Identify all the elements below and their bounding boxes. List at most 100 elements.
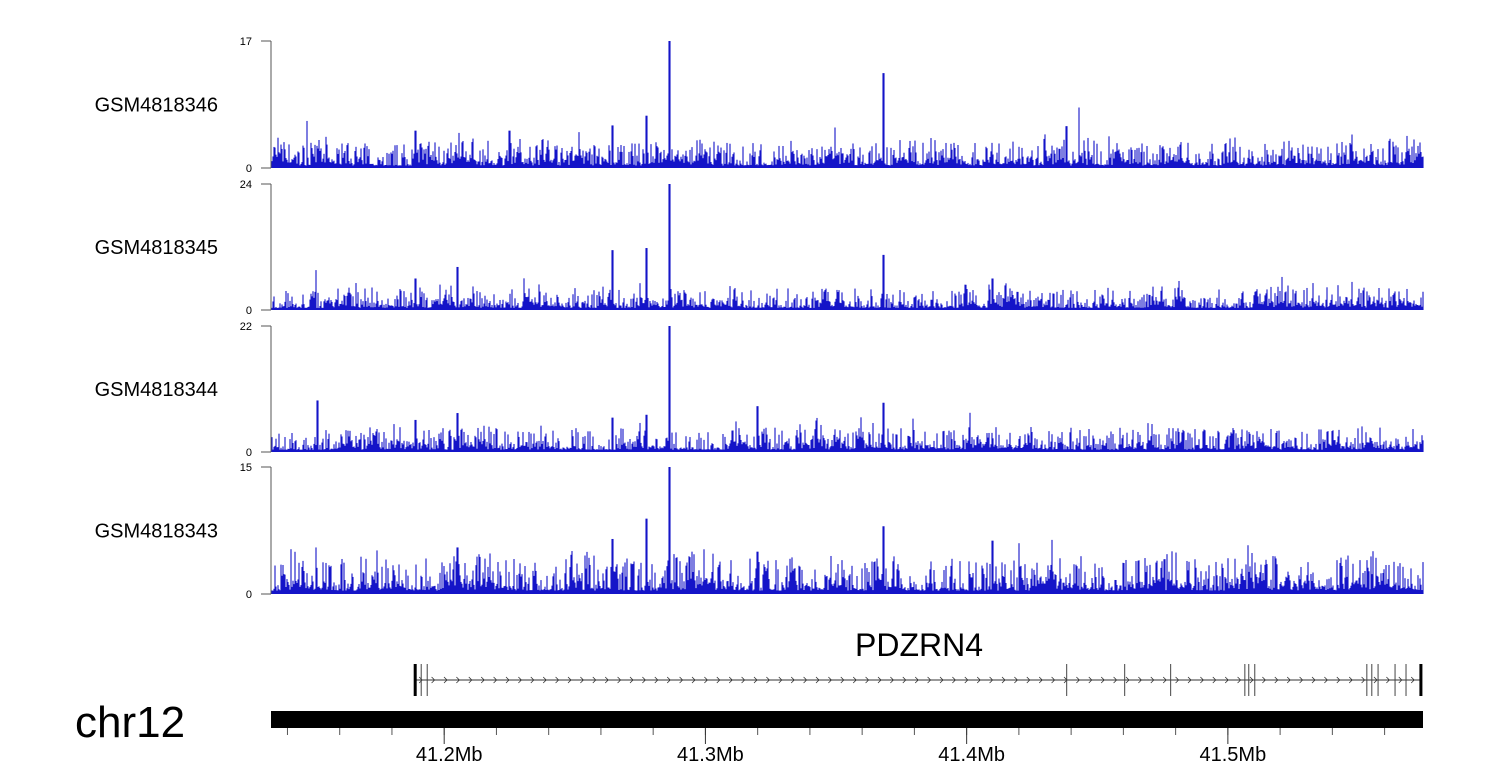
strand-arrow-icon [431,676,436,684]
y-tick-label: 15 [240,462,252,474]
y-tick-label: 0 [246,447,252,459]
strand-arrow-icon [617,676,622,684]
strand-arrow-icon [1262,676,1266,684]
strand-arrow-icon [691,676,696,684]
strand-arrow-icon [592,676,597,684]
strand-arrow-icon [716,676,721,684]
strand-arrow-icon [679,676,684,684]
strand-arrow-icon [1336,676,1341,684]
exon [413,664,417,696]
strand-arrow-icon [1237,676,1242,684]
strand-arrow-icon [654,676,659,684]
exon [420,664,422,696]
strand-arrow-icon [1348,676,1353,684]
y-tick-label: 22 [240,321,252,333]
strand-arrow-icon [1373,676,1378,684]
gene-track: PDZRN4 [413,627,1423,696]
strand-arrow-icon [914,676,919,684]
y-tick-label: 0 [246,589,252,601]
strand-arrow-icon [642,676,646,684]
x-tick-label: 41.4Mb [938,744,1005,766]
exon [1394,664,1396,696]
exon [1066,664,1068,696]
exon [1366,664,1368,696]
strand-arrow-icon [518,676,522,684]
strand-arrow-icon [1200,676,1204,684]
strand-arrow-icon [1249,676,1254,684]
exon [1170,664,1172,696]
track-label: GSM4818346 [95,95,218,117]
strand-arrow-icon [704,676,708,684]
strand-arrow-icon [1150,676,1155,684]
exon [1371,664,1373,696]
strand-arrow-icon [1051,676,1056,684]
strand-arrow-icon [890,676,894,684]
strand-arrow-icon [1410,676,1415,684]
strand-arrow-icon [1162,676,1167,684]
strand-arrow-icon [1026,676,1031,684]
strand-arrow-icon [629,676,634,684]
strand-arrow-icon [790,676,795,684]
strand-arrow-icon [1187,676,1192,684]
strand-arrow-icon [828,676,832,684]
strand-arrow-icon [1014,676,1018,684]
y-tick-label: 17 [240,36,252,48]
exon [1405,664,1407,696]
strand-arrow-icon [741,676,746,684]
strand-arrow-icon [778,676,783,684]
strand-arrow-icon [865,676,870,684]
exon [1124,664,1126,696]
strand-arrow-icon [1138,676,1142,684]
track-label: GSM4818345 [95,237,218,259]
strand-arrow-icon [530,676,535,684]
track-GSM4818343: GSM4818343 15 0 [95,462,1424,601]
strand-arrow-icon [1212,676,1217,684]
strand-arrow-icon [1100,676,1105,684]
exon [1244,664,1246,696]
strand-arrow-icon [418,676,423,684]
strand-arrow-icon [1113,676,1118,684]
chromosome-ideogram: chr12 [75,698,1423,747]
exon [1254,664,1256,696]
y-tick-label: 0 [246,163,252,175]
strand-arrow-icon [815,676,820,684]
strand-arrow-icon [1311,676,1316,684]
strand-arrow-icon [505,676,510,684]
x-tick-label: 41.2Mb [416,744,483,766]
y-tick-label: 0 [246,305,252,317]
strand-arrow-icon [902,676,907,684]
strand-arrow-icon [456,676,460,684]
strand-arrow-icon [989,676,994,684]
strand-arrow-icon [803,676,808,684]
strand-arrow-icon [1274,676,1279,684]
strand-arrow-icon [852,676,857,684]
strand-arrow-icon [1076,676,1080,684]
strand-arrow-icon [976,676,981,684]
genome-axis: 41.2Mb 41.3Mb 41.4Mb 41.5Mb [286,728,1386,766]
exon [1377,664,1379,696]
track-GSM4818346: GSM4818346 17 0 [95,36,1424,175]
strand-arrow-icon [1088,676,1093,684]
strand-arrow-icon [580,676,584,684]
strand-arrow-icon [927,676,932,684]
exon [1419,664,1423,696]
strand-arrow-icon [1398,676,1403,684]
strand-arrow-icon [1001,676,1006,684]
track-label: GSM4818344 [95,379,218,401]
strand-arrow-icon [1386,676,1390,684]
strand-arrow-icon [1175,676,1180,684]
x-tick-label: 41.5Mb [1200,744,1267,766]
strand-arrow-icon [939,676,944,684]
strand-arrow-icon [468,676,473,684]
strand-arrow-icon [728,676,733,684]
strand-arrow-icon [666,676,671,684]
track-GSM4818344: GSM4818344 22 0 [95,321,1424,459]
strand-arrow-icon [766,676,770,684]
strand-arrow-icon [1224,676,1229,684]
strand-arrow-icon [1324,676,1328,684]
chromosome-bar [271,711,1423,728]
strand-arrow-icon [555,676,560,684]
exon [1248,664,1250,696]
chromosome-label: chr12 [75,698,185,747]
